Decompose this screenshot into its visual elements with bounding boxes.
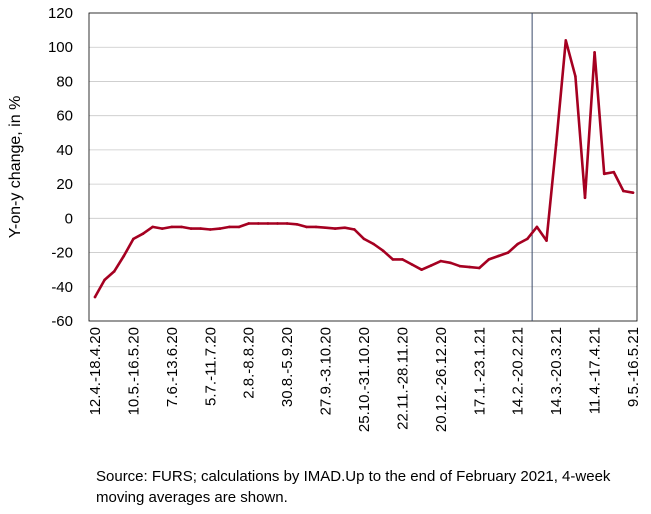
data-point: [132, 237, 135, 241]
x-tick-label: 17.1.-23.1.21: [471, 327, 488, 415]
x-axis-ticks: 12.4.-18.4.20 10.5.-16.5.20 7.6.-13.6.20 5.…: [87, 327, 642, 432]
data-point: [381, 249, 385, 253]
data-point: [612, 170, 616, 174]
data-point: [247, 222, 251, 225]
data-point: [343, 226, 347, 230]
x-tick-label: 14.3.-20.3.21: [548, 327, 565, 415]
x-tick-label: 30.8.-5.9.20: [279, 327, 296, 407]
x-tick-label: 27.9.-3.10.20: [318, 327, 335, 415]
data-point: [122, 254, 126, 258]
data-point: [180, 225, 183, 229]
data-point: [314, 225, 318, 229]
data-point: [506, 251, 510, 254]
data-point: [353, 228, 356, 231]
data-point: [631, 191, 635, 194]
x-tick-label: 10.5.-16.5.20: [125, 327, 142, 415]
data-point: [93, 295, 97, 299]
source-note: Source: FURS; calculations by IMAD.Up to…: [96, 468, 611, 506]
x-tick-label: 2.8.-8.8.20: [241, 327, 258, 399]
series-line: [93, 39, 635, 299]
data-point: [468, 265, 471, 269]
x-tick-label: 7.6.-13.6.20: [164, 327, 181, 407]
y-tick-label: -20: [51, 245, 73, 262]
data-point: [487, 258, 491, 261]
data-point: [189, 227, 193, 230]
x-tick-label: 5.7.-11.7.20: [202, 327, 219, 406]
data-point: [199, 227, 202, 230]
x-tick-label: 9.5.-16.5.21: [625, 327, 642, 407]
data-point: [266, 222, 270, 225]
data-point: [583, 196, 587, 200]
data-point: [295, 223, 299, 226]
x-tick-label: 11.4.-17.4.21: [587, 327, 604, 414]
data-point: [574, 75, 577, 78]
x-tick-label: 12.4.-18.4.20: [87, 327, 104, 415]
data-point: [228, 225, 231, 229]
y-axis-title: Y-on-y change, in %: [7, 96, 24, 239]
data-point: [391, 258, 395, 261]
data-point: [208, 228, 212, 231]
x-tick-label: 22.11.-28.11.20: [394, 327, 411, 430]
y-tick-label: 60: [56, 108, 73, 125]
x-tick-label: 25.10.-31.10.20: [356, 327, 373, 432]
y-tick-label: 100: [48, 39, 73, 56]
x-tick-label: 14.2.-20.2.21: [510, 327, 527, 415]
data-point: [477, 266, 481, 270]
data-point: [372, 242, 375, 246]
data-point: [151, 225, 154, 229]
data-point: [439, 259, 443, 263]
data-point: [449, 261, 452, 265]
data-point: [429, 264, 433, 267]
data-point: [497, 254, 500, 258]
x-tick-label: 20.12.-26.12.20: [433, 327, 450, 432]
data-point: [401, 258, 404, 261]
data-point: [516, 242, 520, 246]
data-point: [545, 239, 548, 242]
data-point: [622, 189, 625, 193]
gridlines: [89, 46, 637, 288]
y-tick-label: 120: [48, 5, 73, 22]
data-point: [112, 270, 116, 273]
data-point: [420, 268, 423, 271]
series-path: [93, 39, 635, 299]
data-point: [285, 222, 289, 225]
data-point: [458, 264, 462, 268]
y-tick-label: 80: [56, 73, 73, 90]
data-point: [237, 225, 241, 229]
data-point: [410, 263, 414, 266]
line-chart: -60 -40 -20 0 20 40 60 80 100 120 12.4.-18.4.20 10…: [7, 5, 642, 432]
data-point: [276, 222, 279, 225]
data-point: [362, 237, 366, 241]
y-tick-label: -60: [51, 313, 73, 330]
data-point: [564, 39, 568, 42]
data-point: [602, 172, 606, 176]
data-point: [170, 225, 174, 229]
y-axis-ticks: -60 -40 -20 0 20 40 60 80 100 120: [48, 5, 73, 330]
data-point: [218, 227, 222, 230]
data-point: [593, 51, 596, 54]
data-point: [160, 227, 164, 230]
data-point: [141, 232, 145, 236]
data-point: [554, 143, 558, 147]
data-point: [324, 226, 327, 230]
y-tick-label: 0: [65, 210, 73, 227]
data-point: [257, 222, 260, 225]
y-tick-label: 20: [56, 176, 73, 193]
y-tick-label: -40: [51, 279, 73, 296]
data-point: [535, 225, 539, 229]
data-point: [305, 225, 308, 229]
plot-frame: [88, 12, 638, 322]
data-point: [526, 237, 529, 241]
data-point: [103, 278, 106, 282]
y-tick-label: 40: [56, 142, 73, 159]
data-point: [333, 227, 337, 230]
